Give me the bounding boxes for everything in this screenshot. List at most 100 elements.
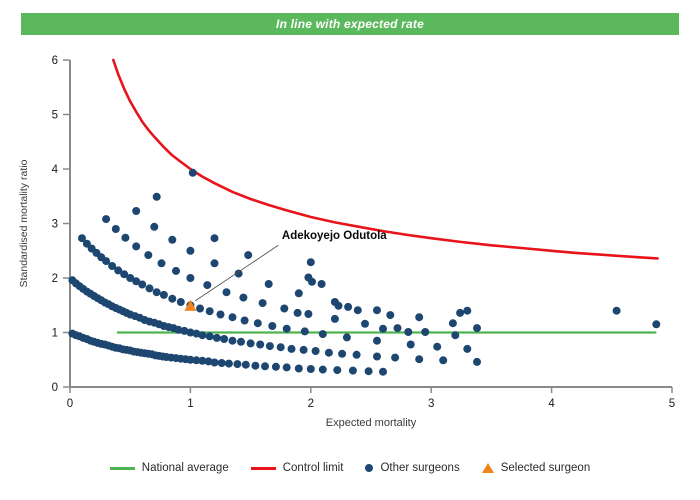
- axes-line: [69, 60, 672, 388]
- other-surgeon-point: [473, 324, 481, 333]
- other-surgeon-point: [268, 322, 277, 330]
- other-surgeon-point: [180, 326, 189, 335]
- x-axis-tick-label: 1: [187, 398, 193, 410]
- other-surgeon-point: [126, 274, 135, 282]
- other-surgeon-point: [373, 352, 381, 361]
- other-surgeon-point: [240, 316, 249, 325]
- other-surgeon-point: [253, 319, 262, 328]
- y-axis-tick-label: 3: [52, 219, 58, 231]
- other-surgeon-point: [152, 192, 161, 201]
- other-surgeon-point: [353, 306, 362, 315]
- x-axis-tick-label: 3: [428, 398, 434, 410]
- other-surgeon-point: [198, 356, 207, 365]
- other-surgeon-point: [304, 310, 313, 318]
- other-surgeon-point: [306, 365, 315, 373]
- funnel-plot: 0 1 2 3 4 5 0 1 2 3 4 5 6 Expected mortality Standardi…: [18, 55, 675, 429]
- other-surgeon-point: [348, 366, 357, 375]
- other-surgeon-point: [233, 360, 242, 369]
- other-surgeon-point: [152, 288, 161, 297]
- other-surgeon-point: [451, 331, 460, 340]
- other-surgeon-point: [204, 357, 213, 366]
- legend-item-label: National average: [141, 462, 229, 474]
- other-surgeon-point: [391, 353, 400, 362]
- other-surgeon-point: [271, 362, 280, 371]
- other-surgeon-point: [386, 311, 395, 320]
- other-surgeon-point: [132, 277, 141, 286]
- other-surgeon-point: [256, 340, 265, 349]
- x-axis-tick-label: 2: [308, 398, 314, 410]
- legend-item-selected-surgeon: Selected surgeon: [481, 462, 591, 474]
- other-surgeon-point: [342, 333, 351, 342]
- other-surgeon-point: [192, 329, 201, 338]
- legend-item-national-average: National average: [109, 462, 229, 474]
- other-surgeon-point: [251, 361, 260, 370]
- other-surgeon-point: [473, 357, 481, 366]
- y-axis-tick-label: 0: [52, 382, 58, 394]
- other-surgeon-point: [210, 234, 219, 243]
- other-surgeon-point: [150, 222, 159, 231]
- other-surgeon-point: [318, 330, 327, 339]
- legend-line-swatch: [109, 466, 135, 470]
- other-surgeon-point: [334, 301, 343, 310]
- other-surgeon-point: [186, 355, 195, 364]
- other-surgeon-point: [132, 242, 141, 251]
- other-surgeon-point: [108, 262, 117, 270]
- other-surgeon-point: [188, 168, 197, 177]
- other-surgeon-point: [241, 360, 250, 369]
- other-surgeon-point: [144, 251, 153, 260]
- other-surgeon-point: [120, 270, 129, 279]
- other-surgeon-point: [111, 225, 120, 233]
- other-surgeon-point: [176, 298, 185, 306]
- selected-surgeon-marker: [184, 299, 197, 311]
- other-surgeon-point: [132, 207, 141, 215]
- other-surgeon-point: [78, 234, 86, 243]
- other-surgeon-point: [244, 251, 253, 260]
- other-surgeon-point: [448, 319, 457, 328]
- legend-line-swatch: [250, 466, 276, 470]
- legend-item-label: Control limit: [282, 462, 344, 474]
- y-axis-title: Standardised mortality ratio: [18, 159, 30, 287]
- other-surgeon-point: [308, 277, 316, 286]
- legend-dot-swatch: [365, 464, 374, 472]
- other-surgeon-point: [196, 304, 204, 313]
- other-surgeon-point: [168, 235, 177, 244]
- other-surgeon-point: [172, 266, 180, 275]
- other-surgeon-point: [282, 324, 291, 333]
- other-surgeon-point: [198, 331, 207, 340]
- other-surgeon-point: [212, 333, 221, 342]
- other-surgeon-point: [364, 367, 373, 376]
- legend-item-label: Other surgeons: [380, 462, 460, 474]
- other-surgeon-point: [186, 328, 195, 337]
- other-surgeon-point: [294, 364, 303, 373]
- other-surgeon-point: [239, 293, 248, 302]
- other-surgeon-point: [222, 288, 231, 297]
- other-surgeon-point: [210, 259, 219, 268]
- other-surgeon-point: [433, 342, 442, 351]
- y-axis-tick-label: 1: [52, 328, 58, 340]
- other-surgeon-point: [237, 337, 245, 346]
- x-axis-tick-label: 0: [67, 398, 73, 410]
- legend-item-label: Selected surgeon: [500, 462, 591, 474]
- legend-item-other-surgeons: Other surgeons: [365, 462, 460, 474]
- other-surgeon-point: [174, 325, 183, 334]
- other-surgeon-point: [82, 239, 91, 248]
- chart-legend: National average Control limit Other surge…: [0, 450, 700, 486]
- annotation-leader-line: [194, 244, 279, 302]
- other-surgeon-point: [463, 344, 472, 353]
- other-surgeon-point: [293, 308, 302, 317]
- other-surgeon-point: [205, 307, 214, 316]
- other-surgeon-point: [246, 339, 255, 348]
- other-surgeon-point: [652, 320, 661, 329]
- other-surgeon-point: [317, 280, 326, 288]
- other-surgeon-point: [280, 304, 289, 313]
- x-axis-tick-label: 5: [669, 398, 675, 410]
- other-surgeon-point: [217, 359, 226, 367]
- other-surgeon-point: [311, 347, 320, 355]
- other-surgeon-point: [439, 356, 448, 365]
- other-surgeon-point: [294, 289, 303, 298]
- other-surgeon-point: [299, 345, 308, 354]
- other-surgeon-point: [421, 328, 430, 336]
- other-surgeon-point: [258, 299, 267, 308]
- other-surgeon-point: [157, 259, 166, 268]
